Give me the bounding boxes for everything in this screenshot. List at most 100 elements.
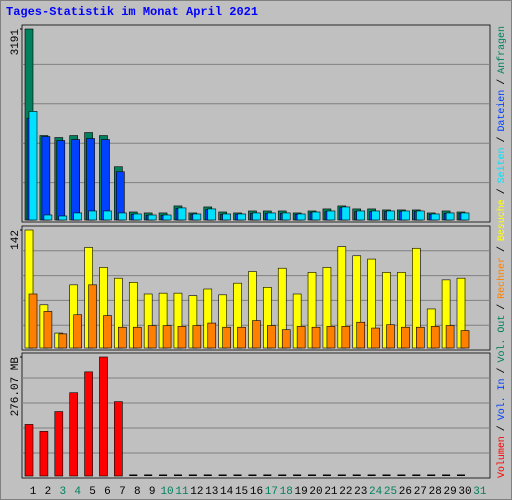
x-tick-label: 10 (160, 486, 173, 498)
bar (367, 474, 376, 476)
bar (460, 212, 470, 221)
bar (99, 356, 108, 477)
bar (73, 212, 82, 221)
legend: Volumen / Vol. In / Vol. Out / Rechner / Besuche… (496, 26, 508, 478)
bar (103, 315, 112, 349)
x-tick-label: 19 (295, 486, 308, 498)
x-tick-label: 30 (458, 486, 471, 498)
x-tick-label: 21 (324, 486, 338, 498)
x-tick-label: 6 (104, 486, 111, 498)
x-tick-label: 17 (265, 486, 278, 498)
bar (326, 210, 336, 221)
bar (442, 474, 451, 476)
bar (386, 324, 395, 349)
x-tick-label: 22 (339, 486, 352, 498)
bar (114, 401, 123, 477)
x-tick-label: 26 (399, 486, 412, 498)
bar (218, 474, 227, 476)
bar (88, 210, 97, 221)
bar (28, 293, 38, 349)
bar (430, 213, 440, 221)
x-tick-label: 7 (119, 486, 126, 498)
bar (352, 474, 361, 476)
x-tick-label: 18 (280, 486, 293, 498)
bar (293, 474, 302, 476)
x-tick-label: 15 (235, 486, 248, 498)
bar (73, 314, 82, 349)
bar (188, 474, 197, 476)
x-tick-label: 9 (149, 486, 156, 498)
bar (41, 136, 51, 221)
bar (296, 213, 306, 221)
bar (341, 326, 351, 349)
bar (177, 207, 187, 221)
bar (159, 474, 168, 476)
legend-entry: Seiten (496, 147, 508, 183)
bar (103, 210, 112, 221)
bar (144, 474, 153, 476)
bar (203, 474, 212, 476)
x-tick-label: 23 (354, 486, 367, 498)
bar (412, 474, 421, 476)
bar (252, 320, 261, 349)
bar (248, 474, 257, 476)
x-tick-label: 31 (473, 486, 487, 498)
bar (371, 210, 380, 221)
bar (237, 326, 246, 349)
x-tick-label: 28 (429, 486, 442, 498)
bar (322, 474, 331, 476)
bar (69, 392, 78, 477)
bar (192, 325, 202, 349)
bar (147, 325, 157, 349)
bar (129, 474, 138, 476)
bar (118, 212, 127, 221)
legend-entry: Besuche (496, 199, 508, 241)
legend-entry: Vol. In (496, 378, 508, 420)
y-tick-label: 3191 (10, 29, 22, 56)
bar (356, 321, 366, 349)
x-tick-label: 2 (45, 486, 52, 498)
bar (356, 210, 366, 221)
bar (416, 326, 425, 349)
bar (192, 213, 202, 221)
bar (222, 326, 231, 349)
bar (416, 210, 425, 221)
legend-separator: / (496, 367, 508, 373)
legend-entry: Volumen (496, 436, 508, 478)
x-tick-label: 8 (134, 486, 141, 498)
bar (430, 326, 440, 349)
legend-entry: Vol. Out (496, 315, 508, 363)
x-tick-label: 27 (414, 486, 427, 498)
bar (382, 474, 391, 476)
bar (207, 208, 217, 221)
bar (56, 140, 66, 221)
bar (401, 210, 410, 221)
bar (54, 411, 64, 477)
legend-separator: / (496, 136, 508, 142)
bar (177, 326, 187, 349)
bar (173, 474, 182, 476)
legend-separator: / (496, 79, 508, 85)
x-tick-label: 11 (175, 486, 189, 498)
legend-separator: / (496, 188, 508, 194)
bar (101, 139, 110, 221)
bar (278, 474, 287, 476)
legend-entry: Dateien (496, 90, 508, 132)
bar (460, 330, 470, 349)
bar (39, 431, 49, 477)
x-tick-label: 13 (205, 486, 218, 498)
bar (162, 214, 172, 221)
x-tick-label: 29 (444, 486, 457, 498)
bar (118, 326, 127, 349)
bar (281, 329, 291, 349)
x-tick-label: 1 (30, 486, 37, 498)
x-tick-label: 14 (220, 486, 234, 498)
bar (311, 326, 321, 349)
legend-entry: Anfragen (496, 26, 508, 74)
legend-separator: / (496, 425, 508, 431)
bar (58, 215, 68, 221)
bar (147, 214, 157, 221)
bar (207, 322, 217, 349)
bar (341, 206, 351, 221)
